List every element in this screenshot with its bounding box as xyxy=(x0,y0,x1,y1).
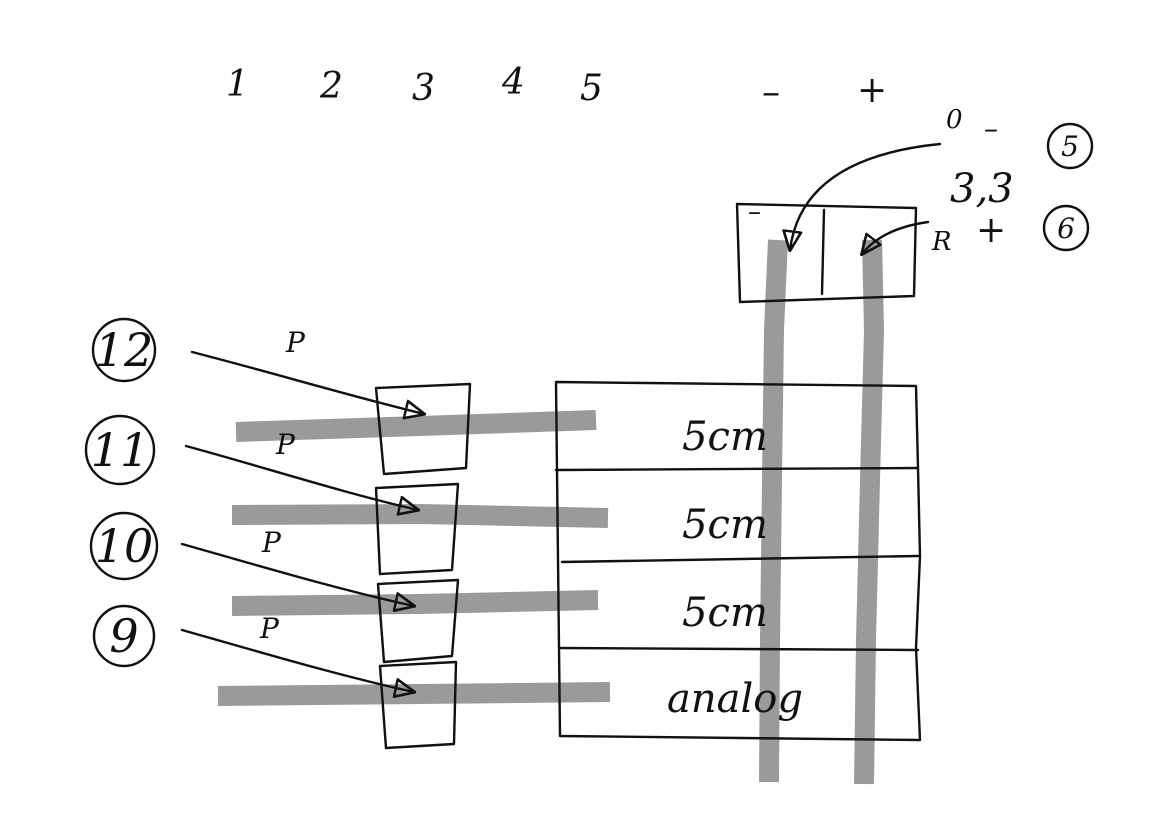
gnd-value: 0 xyxy=(946,105,963,135)
pin-10-circle xyxy=(89,511,159,581)
box-minus-mark: – xyxy=(748,197,761,227)
pin-vcc-circle xyxy=(1042,204,1090,252)
gnd-arrow xyxy=(790,142,942,250)
signal-wire-9 xyxy=(217,682,611,706)
column-label: 5 xyxy=(580,68,603,109)
sensor-divider xyxy=(558,646,920,652)
column-label: 3 xyxy=(412,68,435,109)
sensor-divider xyxy=(554,466,920,472)
sensor-divider xyxy=(560,554,920,564)
sensor-label-10: 5cm xyxy=(682,590,768,636)
pin-12-signal: P xyxy=(285,326,306,359)
sensor-label-11: 5cm xyxy=(682,502,768,548)
sensor-connector-9 xyxy=(378,660,458,750)
pin-9-circle xyxy=(92,604,156,668)
column-label: 1 xyxy=(226,64,249,105)
vcc-rail-wire xyxy=(854,239,885,785)
plus-label: + xyxy=(857,70,887,111)
signal-pins: 12 P 11 P 10 P 9 P xyxy=(84,317,424,692)
pin-12-label: 12 xyxy=(95,323,154,377)
sensor-connectors xyxy=(374,382,472,750)
vcc-resistor-label: R xyxy=(931,227,952,257)
pin-10-arrow xyxy=(180,542,414,606)
pin-9-label: 9 xyxy=(109,609,138,663)
gnd-sign: – xyxy=(984,112,998,145)
column-header: 1 2 3 4 5 – + xyxy=(226,62,887,113)
pin-vcc-label: 6 xyxy=(1057,212,1075,245)
minus-label: – xyxy=(762,72,780,113)
vcc-value: 3,3 xyxy=(950,166,1014,212)
sensor-label-12: 5cm xyxy=(682,414,768,460)
power-connector: – 0 – 3,3 R + 5 6 xyxy=(735,105,1094,304)
wires xyxy=(217,239,885,785)
pin-11-label: 11 xyxy=(91,423,150,477)
sensor-connector-12 xyxy=(374,382,472,476)
pin-gnd-circle xyxy=(1046,122,1094,170)
pin-11-circle xyxy=(84,414,156,486)
pin-10-label: 10 xyxy=(95,519,154,573)
power-connector-outline xyxy=(735,202,918,304)
pin-9-signal: P xyxy=(259,612,280,645)
vcc-sign: + xyxy=(976,210,1006,251)
pin-10-signal: P xyxy=(261,526,282,559)
column-label: 4 xyxy=(501,62,525,103)
pin-12-arrow xyxy=(190,350,424,414)
pin-12-circle xyxy=(91,317,157,383)
sensor-stack-outline xyxy=(554,380,922,742)
signal-wire-12 xyxy=(235,410,597,442)
pin-11-signal: P xyxy=(275,428,296,461)
signal-wire-11 xyxy=(231,503,609,528)
sensor-stack: 5cm 5cm 5cm analog xyxy=(554,380,922,742)
vcc-arrow xyxy=(862,220,930,254)
sensor-connector-10 xyxy=(376,578,460,664)
pin-gnd-label: 5 xyxy=(1061,130,1079,163)
signal-wire-10 xyxy=(231,590,599,616)
column-label: 2 xyxy=(319,66,343,107)
sensor-connector-11 xyxy=(374,482,460,576)
pin-9-arrow xyxy=(180,628,414,692)
pin-11-arrow xyxy=(184,444,418,510)
sensor-label-9: analog xyxy=(667,676,803,722)
